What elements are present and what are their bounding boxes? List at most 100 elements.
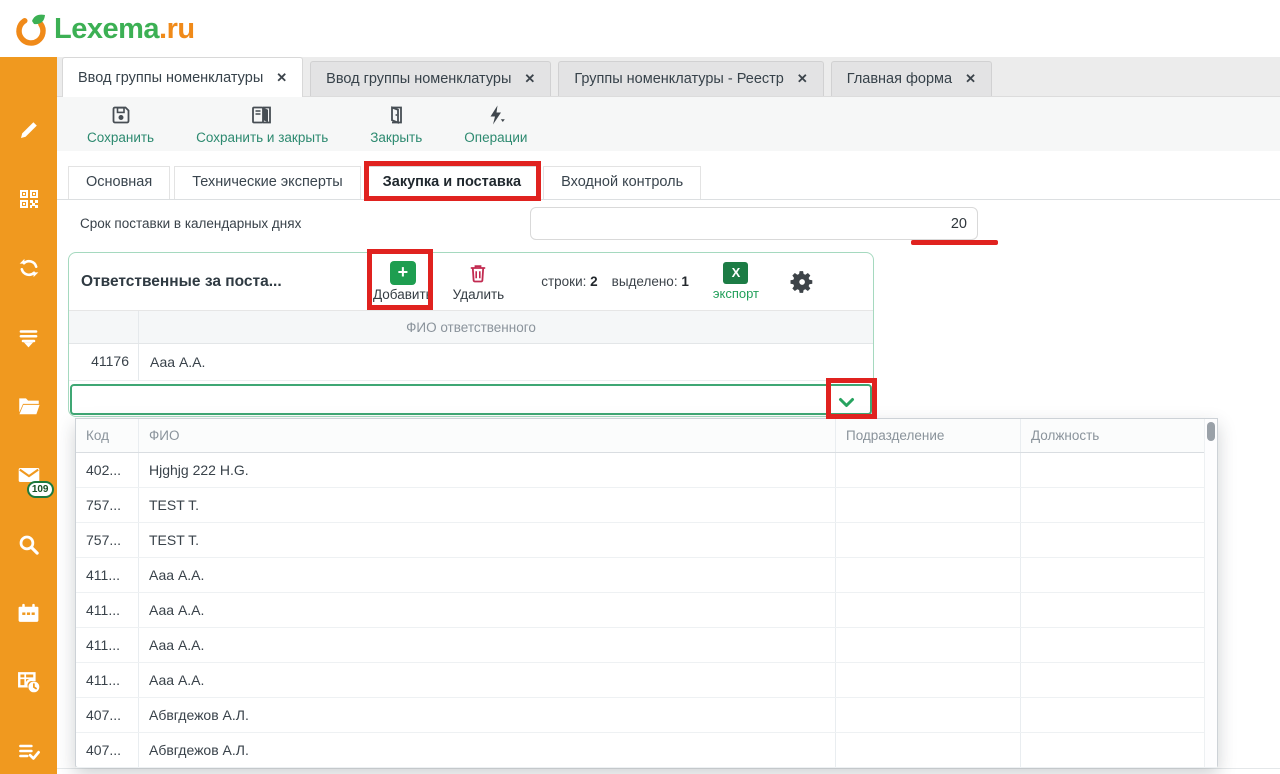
sidebar-item-report[interactable] (16, 669, 42, 695)
grid-rows: 41176 Ааа А.А. (69, 344, 873, 381)
dropdown-col-code: Код (76, 419, 139, 452)
dropdown-cell-code: 402... (76, 453, 139, 487)
dropdown-cell-code: 757... (76, 523, 139, 557)
export-excel-button[interactable]: X экспорт (713, 262, 759, 301)
edit-icon (20, 122, 37, 138)
sync-icon (19, 258, 38, 278)
tab-main[interactable]: Основная (68, 166, 171, 199)
window-tab-nomenclature-1[interactable]: Ввод группы номенклатуры ✕ (62, 57, 304, 97)
dropdown-cell-dept (836, 733, 1021, 767)
dropdown-row[interactable]: 757... TEST T. (76, 523, 1217, 558)
save-and-close-button[interactable]: Сохранить и закрыть (196, 103, 328, 145)
toolbar: Сохранить Сохранить и закрыть Закрыть Оп… (57, 97, 1280, 151)
dropdown-cell-fio: Ааа А.А. (139, 663, 836, 697)
sidebar-item-calendar[interactable] (16, 600, 42, 626)
dropdown-cell-post (1021, 523, 1206, 557)
delivery-days-label: Срок поставки в календарных днях (80, 216, 302, 231)
tab-purchase-delivery[interactable]: Закупка и поставка (364, 166, 540, 200)
window-tab-main-form[interactable]: Главная форма ✕ (830, 61, 992, 96)
window-tab-nomenclature-2[interactable]: Ввод группы номенклатуры ✕ (310, 61, 552, 96)
plus-icon: + (389, 261, 416, 285)
delivery-days-input[interactable] (530, 207, 978, 240)
grid-cell-code: 41176 (69, 344, 139, 380)
window-tab-label: Ввод группы номенклатуры (326, 71, 512, 87)
logo-text: Lexema.ru (54, 12, 195, 45)
grid-settings-button[interactable] (789, 269, 815, 295)
sidebar-item-search[interactable] (16, 531, 42, 557)
dropdown-cell-fio: Hjghjg 222 H.G. (139, 453, 836, 487)
dropdown-cell-fio: TEST T. (139, 523, 836, 557)
gear-icon (790, 270, 813, 293)
save-close-icon (252, 106, 272, 124)
dropdown-row[interactable]: 411... Ааа А.А. (76, 663, 1217, 698)
operations-button[interactable]: Операции (464, 103, 527, 145)
dropdown-rows: 402... Hjghjg 222 H.G. 757... TEST T. 75… (76, 453, 1217, 768)
tasks-icon (19, 744, 40, 760)
dropdown-row[interactable]: 407... Абвгдежов А.Л. (76, 733, 1217, 768)
tab-incoming-control[interactable]: Входной контроль (543, 166, 702, 199)
lexema-logo-icon (16, 14, 46, 46)
dropdown-toggle[interactable] (838, 395, 855, 413)
dropdown-col-fio: ФИО (139, 419, 836, 452)
dropdown-cell-dept (836, 558, 1021, 592)
grid-panel-title: Ответственные за поста... (81, 272, 282, 290)
window-tab-label: Группы номенклатуры - Реестр (574, 71, 784, 87)
dropdown-row[interactable]: 411... Ааа А.А. (76, 628, 1217, 663)
dropdown-row[interactable]: 411... Ааа А.А. (76, 593, 1217, 628)
dropdown-cell-fio: TEST T. (139, 488, 836, 522)
dropdown-header: Код ФИО Подразделение Должность (76, 419, 1217, 453)
window-tab-label: Ввод группы номенклатуры (78, 69, 264, 86)
dropdown-cell-post (1021, 453, 1206, 487)
close-form-button[interactable]: Закрыть (370, 103, 422, 145)
dropdown-cell-dept (836, 453, 1021, 487)
close-icon[interactable]: ✕ (276, 69, 288, 85)
dropdown-col-post: Должность (1021, 419, 1206, 452)
dropdown-cell-post (1021, 593, 1206, 627)
window-tab-label: Главная форма (846, 71, 953, 87)
dropdown-cell-code: 407... (76, 698, 139, 732)
dropdown-row[interactable]: 407... Абвгдежов А.Л. (76, 698, 1217, 733)
sidebar-item-print-queue[interactable] (16, 324, 42, 350)
form-tabs: Основная Технические эксперты Закупка и … (68, 166, 705, 200)
dropdown-row[interactable]: 411... Ааа А.А. (76, 558, 1217, 593)
dropdown-cell-dept (836, 698, 1021, 732)
content-bottom-border (57, 768, 1280, 769)
dropdown-row[interactable]: 402... Hjghjg 222 H.G. (76, 453, 1217, 488)
sidebar-item-qr[interactable] (16, 186, 42, 212)
formtabs-underline (57, 199, 1280, 200)
close-icon[interactable]: ✕ (965, 71, 976, 86)
grid-row[interactable]: 41176 Ааа А.А. (69, 344, 873, 381)
dropdown-cell-dept (836, 593, 1021, 627)
dropdown-cell-post (1021, 698, 1206, 732)
dropdown-row[interactable]: 757... TEST T. (76, 488, 1217, 523)
sidebar-item-folder[interactable] (16, 393, 42, 419)
folder-icon (18, 398, 40, 415)
sidebar-item-tasks[interactable] (16, 738, 42, 764)
sidebar-item-edit[interactable] (16, 117, 42, 143)
window-tab-registry[interactable]: Группы номенклатуры - Реестр ✕ (558, 61, 824, 96)
grid-panel-header: Ответственные за поста... + Добавить Уда… (69, 253, 873, 311)
add-row-button[interactable]: + Добавить (373, 261, 433, 302)
delete-row-button[interactable]: Удалить (453, 261, 504, 302)
sidebar-item-sync[interactable] (16, 255, 42, 281)
mail-icon (18, 467, 39, 483)
dropdown-cell-code: 757... (76, 488, 139, 522)
dropdown-cell-post (1021, 733, 1206, 767)
dropdown-scrollbar[interactable] (1204, 419, 1217, 767)
top-header: Lexema.ru (0, 0, 1280, 57)
dropdown-cell-dept (836, 663, 1021, 697)
app-logo[interactable]: Lexema.ru (12, 9, 195, 49)
report-icon (17, 672, 39, 693)
persons-dropdown: Код ФИО Подразделение Должность 402... H… (75, 418, 1218, 768)
close-icon[interactable]: ✕ (524, 71, 536, 86)
annotation-underline-value (911, 240, 998, 245)
scrollbar-thumb[interactable] (1207, 422, 1215, 441)
sidebar-item-mail[interactable]: 109 (16, 462, 54, 498)
grid-cell-name: Ааа А.А. (150, 354, 206, 370)
save-button[interactable]: Сохранить (87, 103, 154, 145)
active-edit-row[interactable] (70, 384, 872, 415)
column-separator (138, 311, 139, 343)
close-icon[interactable]: ✕ (796, 71, 808, 86)
door-icon (391, 106, 403, 124)
tab-technical-experts[interactable]: Технические эксперты (174, 166, 361, 199)
